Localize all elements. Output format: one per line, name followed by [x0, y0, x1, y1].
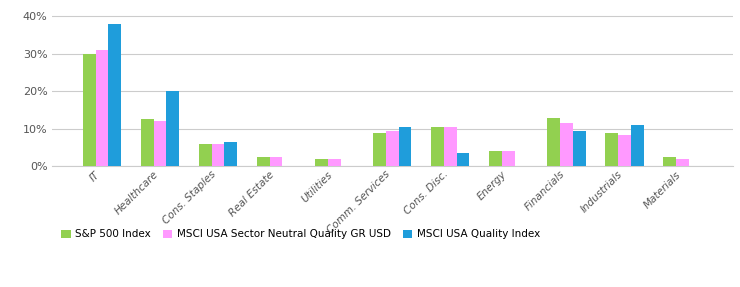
Bar — [141, 119, 154, 166]
Bar — [373, 133, 386, 166]
Bar — [560, 123, 573, 166]
Bar — [224, 142, 238, 166]
Bar — [444, 127, 457, 166]
Bar — [431, 127, 444, 166]
Bar — [83, 54, 95, 166]
Bar — [676, 159, 689, 166]
Bar — [663, 157, 676, 166]
Bar — [399, 127, 411, 166]
Bar — [154, 121, 166, 166]
Bar — [166, 91, 179, 166]
Bar — [199, 144, 212, 166]
Bar — [108, 24, 121, 166]
Bar — [605, 133, 618, 166]
Bar — [257, 157, 269, 166]
Bar — [457, 153, 469, 166]
Bar — [315, 159, 328, 166]
Bar — [547, 118, 560, 166]
Bar — [269, 157, 283, 166]
Bar — [328, 159, 340, 166]
Bar — [573, 131, 585, 166]
Legend: S&P 500 Index, MSCI USA Sector Neutral Quality GR USD, MSCI USA Quality Index: S&P 500 Index, MSCI USA Sector Neutral Q… — [57, 225, 544, 243]
Bar — [502, 152, 515, 166]
Bar — [212, 144, 224, 166]
Bar — [386, 131, 399, 166]
Bar — [630, 125, 644, 166]
Bar — [95, 50, 108, 166]
Bar — [618, 135, 630, 166]
Bar — [489, 152, 502, 166]
